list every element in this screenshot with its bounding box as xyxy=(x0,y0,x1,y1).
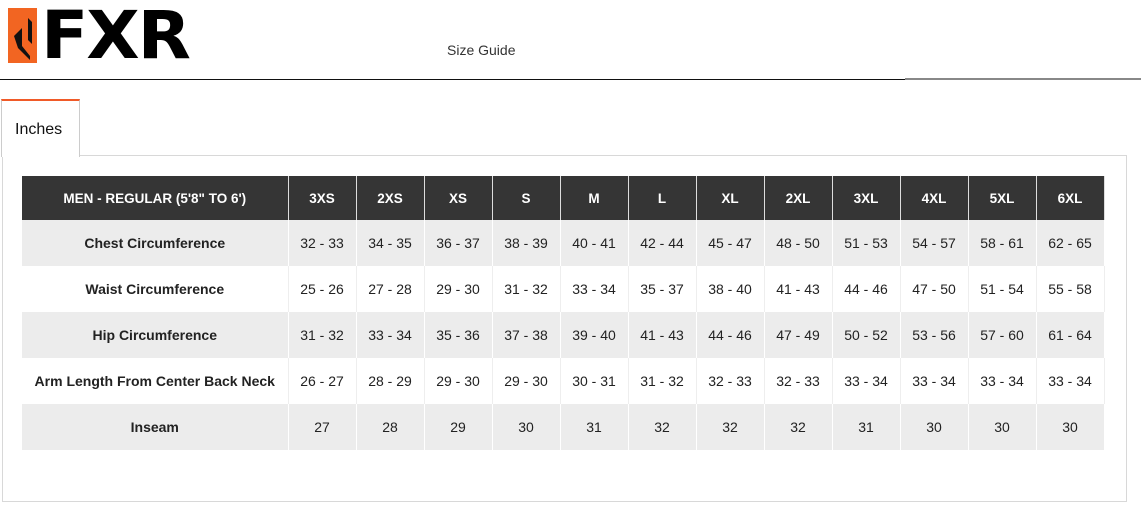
measurement-cell: 32 xyxy=(764,404,833,450)
table-header-row: MEN - REGULAR (5'8" TO 6') 3XS 2XS XS S M L XL 2… xyxy=(22,176,1105,220)
measurement-cell: 30 xyxy=(492,404,561,450)
table-row: Chest Circumference 32 - 33 34 - 35 36 - 37… xyxy=(22,220,1105,266)
measurement-cell: 32 - 33 xyxy=(696,358,765,404)
size-column-header: M xyxy=(560,176,629,220)
measurement-cell: 29 xyxy=(424,404,493,450)
measurement-cell: 32 - 33 xyxy=(764,358,833,404)
measurement-cell: 30 xyxy=(968,404,1037,450)
measurement-cell: 37 - 38 xyxy=(492,312,561,358)
measurement-cell: 53 - 56 xyxy=(900,312,969,358)
size-column-header: L xyxy=(628,176,697,220)
table-row: Inseam 27 28 29 30 31 32 32 32 31 30 30 30 xyxy=(22,404,1105,450)
measurement-cell: 28 xyxy=(356,404,425,450)
row-label: Arm Length From Center Back Neck xyxy=(22,358,289,404)
size-column-header: 3XL xyxy=(832,176,901,220)
table-header-label: MEN - REGULAR (5'8" TO 6') xyxy=(22,176,289,220)
page-title: Size Guide xyxy=(447,42,516,58)
measurement-cell: 39 - 40 xyxy=(560,312,629,358)
divider xyxy=(0,79,905,80)
measurement-cell: 26 - 27 xyxy=(288,358,357,404)
size-column-header: 3XS xyxy=(288,176,357,220)
size-column-header: 4XL xyxy=(900,176,969,220)
measurement-cell: 38 - 39 xyxy=(492,220,561,266)
measurement-cell: 62 - 65 xyxy=(1036,220,1105,266)
measurement-cell: 33 - 34 xyxy=(356,312,425,358)
measurement-cell: 32 - 33 xyxy=(288,220,357,266)
measurement-cell: 32 xyxy=(696,404,765,450)
logo-text: FXR xyxy=(41,0,191,74)
measurement-cell: 47 - 49 xyxy=(764,312,833,358)
measurement-cell: 51 - 53 xyxy=(832,220,901,266)
row-label: Inseam xyxy=(22,404,289,450)
measurement-cell: 47 - 50 xyxy=(900,266,969,312)
size-column-header: 5XL xyxy=(968,176,1037,220)
measurement-cell: 35 - 36 xyxy=(424,312,493,358)
measurement-cell: 33 - 34 xyxy=(560,266,629,312)
divider xyxy=(905,78,1141,80)
measurement-cell: 50 - 52 xyxy=(832,312,901,358)
measurement-cell: 32 xyxy=(628,404,697,450)
measurement-cell: 45 - 47 xyxy=(696,220,765,266)
measurement-cell: 29 - 30 xyxy=(492,358,561,404)
measurement-cell: 57 - 60 xyxy=(968,312,1037,358)
measurement-cell: 34 - 35 xyxy=(356,220,425,266)
measurement-cell: 48 - 50 xyxy=(764,220,833,266)
size-column-header: 6XL xyxy=(1036,176,1105,220)
measurement-cell: 33 - 34 xyxy=(900,358,969,404)
size-column-header: S xyxy=(492,176,561,220)
table-row: Arm Length From Center Back Neck 26 - 27 2… xyxy=(22,358,1105,404)
measurement-cell: 33 - 34 xyxy=(968,358,1037,404)
measurement-cell: 33 - 34 xyxy=(1036,358,1105,404)
measurement-cell: 36 - 37 xyxy=(424,220,493,266)
measurement-cell: 30 - 31 xyxy=(560,358,629,404)
measurement-cell: 29 - 30 xyxy=(424,358,493,404)
measurement-cell: 54 - 57 xyxy=(900,220,969,266)
measurement-cell: 31 - 32 xyxy=(628,358,697,404)
fxr-logo-mark-icon xyxy=(8,8,37,63)
measurement-cell: 35 - 37 xyxy=(628,266,697,312)
measurement-cell: 31 xyxy=(560,404,629,450)
measurement-cell: 27 xyxy=(288,404,357,450)
measurement-cell: 58 - 61 xyxy=(968,220,1037,266)
measurement-cell: 28 - 29 xyxy=(356,358,425,404)
measurement-cell: 30 xyxy=(1036,404,1105,450)
measurement-cell: 55 - 58 xyxy=(1036,266,1105,312)
tab-inches[interactable]: Inches xyxy=(1,99,80,157)
tab-panel xyxy=(2,155,1127,502)
size-column-header: 2XS xyxy=(356,176,425,220)
measurement-cell: 51 - 54 xyxy=(968,266,1037,312)
measurement-cell: 40 - 41 xyxy=(560,220,629,266)
measurement-cell: 41 - 43 xyxy=(628,312,697,358)
measurement-cell: 30 xyxy=(900,404,969,450)
table-row: Hip Circumference 31 - 32 33 - 34 35 - 36 37… xyxy=(22,312,1105,358)
measurement-cell: 41 - 43 xyxy=(764,266,833,312)
measurement-cell: 25 - 26 xyxy=(288,266,357,312)
measurement-cell: 38 - 40 xyxy=(696,266,765,312)
row-label: Chest Circumference xyxy=(22,220,289,266)
row-label: Waist Circumference xyxy=(22,266,289,312)
size-column-header: 2XL xyxy=(764,176,833,220)
measurement-cell: 27 - 28 xyxy=(356,266,425,312)
measurement-cell: 31 - 32 xyxy=(288,312,357,358)
measurement-cell: 31 - 32 xyxy=(492,266,561,312)
measurement-cell: 31 xyxy=(832,404,901,450)
row-label: Hip Circumference xyxy=(22,312,289,358)
measurement-cell: 33 - 34 xyxy=(832,358,901,404)
measurement-cell: 61 - 64 xyxy=(1036,312,1105,358)
measurement-cell: 42 - 44 xyxy=(628,220,697,266)
size-column-header: XS xyxy=(424,176,493,220)
measurement-cell: 29 - 30 xyxy=(424,266,493,312)
size-table: MEN - REGULAR (5'8" TO 6') 3XS 2XS XS S M L XL 2… xyxy=(22,176,1105,450)
fxr-logo[interactable]: FXR xyxy=(8,3,191,69)
measurement-cell: 44 - 46 xyxy=(696,312,765,358)
size-column-header: XL xyxy=(696,176,765,220)
table-row: Waist Circumference 25 - 26 27 - 28 29 - 30… xyxy=(22,266,1105,312)
measurement-cell: 44 - 46 xyxy=(832,266,901,312)
